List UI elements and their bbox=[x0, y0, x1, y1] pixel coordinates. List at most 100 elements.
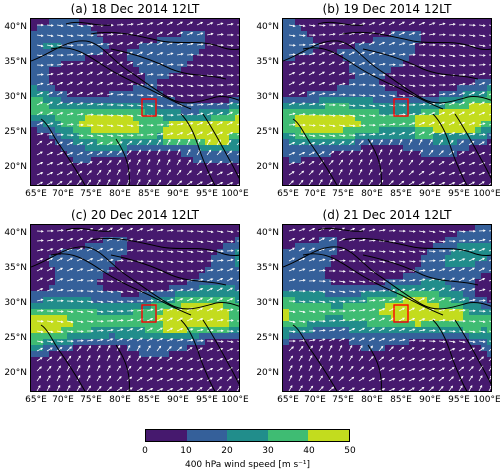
wind-cell bbox=[193, 67, 200, 74]
wind-arrow bbox=[36, 288, 43, 292]
wind-arrowhead bbox=[372, 22, 376, 25]
wind-cell bbox=[85, 157, 92, 164]
wind-cell bbox=[97, 103, 104, 110]
wind-cell bbox=[175, 145, 182, 152]
wind-arrow bbox=[348, 41, 355, 46]
wind-cell bbox=[169, 37, 176, 44]
wind-cell bbox=[349, 61, 356, 68]
wind-cell bbox=[433, 163, 440, 170]
wind-cell bbox=[469, 175, 476, 182]
wind-cell bbox=[109, 73, 116, 80]
wind-cell bbox=[463, 49, 470, 56]
wind-cell bbox=[43, 249, 50, 256]
wind-cell bbox=[481, 163, 488, 170]
wind-arrow bbox=[216, 240, 223, 243]
wind-cell bbox=[157, 145, 164, 152]
wind-cell bbox=[331, 169, 338, 176]
wind-arrow bbox=[136, 239, 143, 242]
wind-cell bbox=[163, 67, 170, 74]
wind-cell bbox=[445, 169, 452, 176]
wind-cell bbox=[409, 67, 416, 74]
wind-cell bbox=[79, 31, 86, 38]
wind-cell bbox=[133, 103, 140, 110]
wind-cell bbox=[37, 115, 44, 122]
wind-cell bbox=[31, 31, 38, 38]
wind-cell bbox=[133, 127, 140, 134]
wind-arrowhead bbox=[210, 121, 214, 125]
wind-cell bbox=[43, 285, 50, 292]
wind-cell bbox=[409, 121, 416, 128]
wind-arrow bbox=[408, 131, 415, 136]
wind-cell bbox=[145, 261, 152, 268]
wind-arrow bbox=[458, 111, 465, 116]
wind-cell bbox=[205, 133, 212, 140]
wind-cell bbox=[433, 175, 440, 182]
wind-arrowhead bbox=[50, 34, 54, 38]
wind-cell bbox=[373, 91, 380, 98]
wind-cell bbox=[235, 357, 239, 364]
wind-cell bbox=[169, 357, 176, 364]
wind-cell bbox=[37, 151, 44, 158]
wind-cell bbox=[55, 145, 62, 152]
wind-cell bbox=[163, 273, 170, 280]
wind-cell bbox=[91, 381, 98, 388]
wind-cell bbox=[331, 103, 338, 110]
wind-cell bbox=[31, 387, 38, 391]
coastline-contour bbox=[454, 113, 491, 179]
wind-cell bbox=[385, 55, 392, 62]
wind-cell bbox=[97, 97, 104, 104]
wind-cell bbox=[49, 309, 56, 316]
wind-arrowhead bbox=[160, 327, 164, 331]
wind-cell bbox=[397, 169, 404, 176]
wind-arrowhead bbox=[108, 169, 111, 173]
wind-arrow bbox=[106, 280, 114, 282]
wind-arrow bbox=[146, 300, 154, 302]
wind-arrowhead bbox=[302, 71, 306, 75]
wind-cell bbox=[217, 19, 224, 26]
wind-cell bbox=[367, 163, 374, 170]
wind-cell bbox=[109, 255, 116, 262]
wind-cell bbox=[469, 73, 476, 80]
wind-cell bbox=[79, 321, 86, 328]
wind-arrowhead bbox=[100, 52, 104, 55]
wind-cell bbox=[67, 19, 74, 26]
wind-arrowhead bbox=[50, 72, 54, 76]
wind-cell bbox=[145, 267, 152, 274]
wind-cell bbox=[313, 61, 320, 68]
wind-cell bbox=[79, 163, 86, 170]
wind-arrowhead bbox=[422, 112, 426, 115]
wind-cell bbox=[433, 169, 440, 176]
wind-cell bbox=[223, 315, 230, 322]
wind-arrow bbox=[76, 142, 83, 146]
wind-arrow bbox=[488, 124, 491, 126]
wind-cell bbox=[121, 279, 128, 286]
wind-cell bbox=[481, 31, 488, 38]
wind-arrowhead bbox=[70, 310, 74, 314]
wind-arrowhead bbox=[482, 101, 486, 105]
wind-cell bbox=[199, 387, 206, 391]
wind-arrow bbox=[308, 134, 315, 137]
wind-arrow bbox=[86, 24, 93, 27]
wind-cell bbox=[61, 85, 68, 92]
wind-cell bbox=[379, 109, 386, 116]
wind-cell bbox=[427, 109, 434, 116]
wind-cell bbox=[205, 249, 212, 256]
wind-arrowhead bbox=[342, 104, 346, 107]
wind-cell bbox=[343, 133, 350, 140]
wind-arrow bbox=[488, 24, 491, 26]
wind-cell bbox=[355, 73, 362, 80]
wind-arrow bbox=[136, 270, 143, 273]
wind-arrowhead bbox=[130, 22, 134, 26]
wind-cell bbox=[355, 109, 362, 116]
wind-cell bbox=[193, 163, 200, 170]
wind-cell bbox=[49, 381, 56, 388]
wind-cell bbox=[223, 249, 230, 256]
wind-arrowhead bbox=[177, 138, 181, 142]
wind-cell bbox=[235, 309, 239, 316]
wind-cell bbox=[133, 231, 140, 238]
wind-arrow bbox=[186, 74, 193, 77]
wind-cell bbox=[133, 19, 140, 26]
wind-cell bbox=[283, 31, 290, 38]
wind-cell bbox=[31, 363, 38, 370]
wind-arrowhead bbox=[210, 268, 214, 272]
